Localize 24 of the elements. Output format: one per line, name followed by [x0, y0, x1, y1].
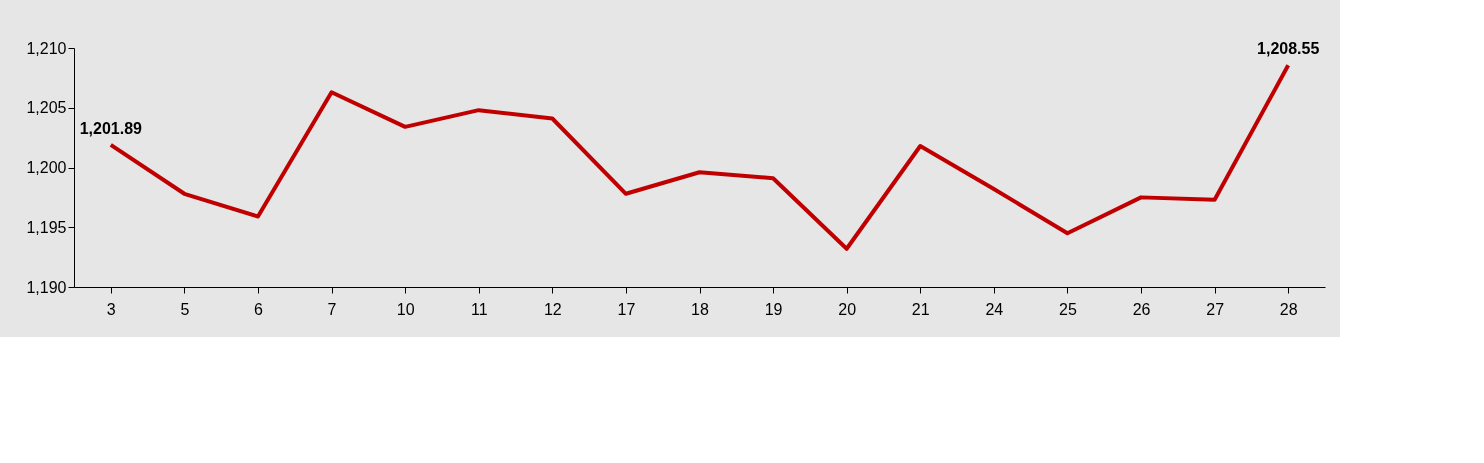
x-tick-label: 24	[985, 300, 1004, 318]
x-tick-label: 17	[617, 300, 636, 318]
data-label: 1,201.89	[79, 119, 143, 137]
y-tick-label: 1,210	[26, 39, 67, 57]
x-tick-label: 11	[470, 300, 488, 318]
x-tick-label: 25	[1059, 300, 1077, 318]
x-tick-label: 18	[691, 300, 709, 318]
x-tick-label: 3	[106, 300, 116, 318]
y-tick-label: 1,195	[26, 218, 67, 236]
y-tick-label: 1,190	[26, 278, 67, 296]
x-tick-label: 21	[911, 300, 930, 318]
x-tick-label: 27	[1206, 300, 1225, 318]
x-tick-label: 6	[254, 300, 264, 318]
x-tick-label: 28	[1279, 300, 1298, 318]
x-tick-label: 7	[327, 300, 337, 318]
x-tick-label: 19	[764, 300, 783, 318]
y-tick-label: 1,200	[26, 159, 67, 176]
x-tick-label: 10	[396, 300, 415, 318]
x-tick-label: 12	[543, 300, 562, 318]
x-tick-label: 20	[838, 300, 857, 318]
x-tick-label: 5	[180, 300, 190, 318]
data-label: 1,208.55	[1257, 40, 1320, 58]
x-tick-label: 26	[1132, 300, 1151, 318]
y-tick-label: 1,205	[26, 99, 67, 117]
